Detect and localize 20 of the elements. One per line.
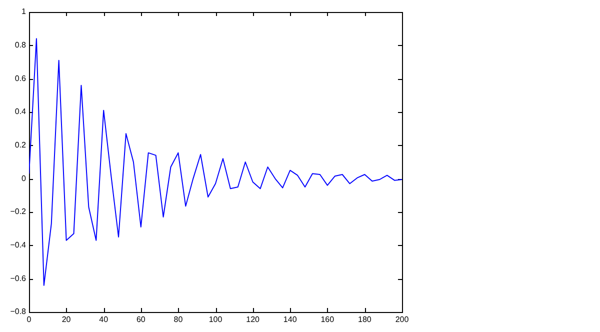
- x-tick-label: 40: [99, 315, 109, 324]
- y-tick-label: −0.6: [10, 274, 27, 283]
- x-tick-label: 200: [395, 315, 410, 324]
- y-tick-label: 0.2: [14, 140, 27, 150]
- y-tick-label: 0.4: [14, 107, 27, 116]
- y-tick-label: −0.8: [10, 307, 27, 316]
- x-tick-label: 140: [283, 315, 298, 324]
- x-tick-label: 120: [246, 315, 260, 324]
- y-tick-label: 0.6: [14, 74, 27, 83]
- y-tick-label: −0.4: [10, 240, 27, 250]
- x-tick-label: 20: [62, 315, 72, 324]
- x-tick-label: 160: [320, 315, 335, 324]
- x-tick-label: 180: [358, 315, 372, 324]
- y-tick-label: 0.8: [14, 40, 27, 50]
- x-tick-label: 80: [174, 315, 184, 324]
- y-tick-label: 1: [22, 7, 27, 16]
- y-tick-label: 0: [22, 174, 27, 183]
- x-tick-label: 100: [208, 315, 223, 324]
- x-tick-label: 60: [136, 315, 146, 324]
- y-tick-label: −0.2: [10, 207, 27, 216]
